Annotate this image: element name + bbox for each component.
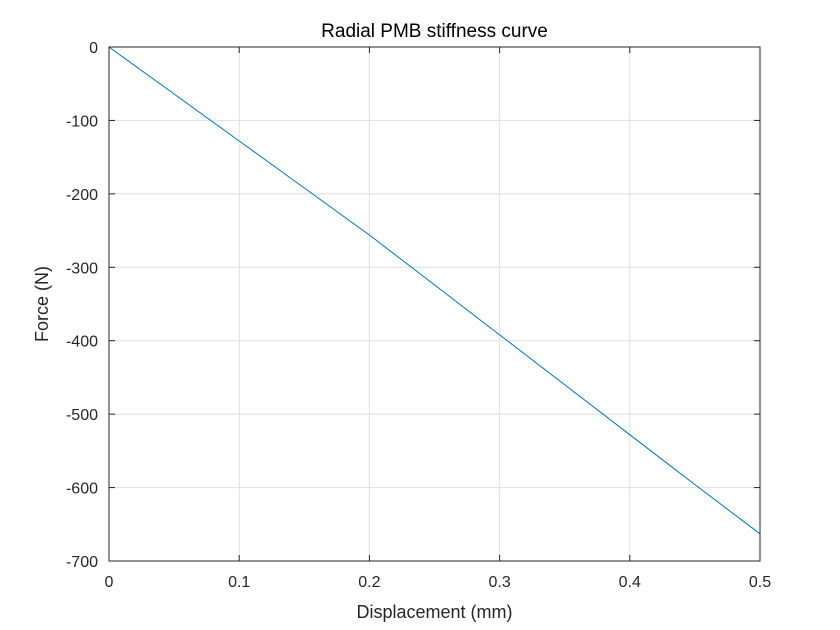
series-line-1: [108, 46, 761, 535]
y-tick-label: -200: [66, 187, 98, 204]
x-tick-label: 0.4: [619, 574, 641, 591]
x-tick-label: 0.2: [358, 574, 380, 591]
tick-labels: 0 0.1 0.2 0.3 0.4 0.5 0 -100 -200 -300 -400 -500 -60…: [66, 40, 771, 591]
chart-title: Radial PMB stiffness curve: [321, 21, 548, 42]
y-tick-label: -100: [66, 113, 98, 130]
y-tick-label: -600: [66, 481, 98, 498]
series-layer: [108, 46, 761, 535]
y-tick-label: -300: [66, 260, 98, 277]
y-tick-label: -700: [66, 554, 98, 571]
tick-marks: [108, 46, 761, 562]
y-tick-label: 0: [89, 40, 98, 57]
x-tick-label: 0: [105, 574, 114, 591]
axes-box: [108, 46, 761, 562]
y-tick-label: -500: [66, 407, 98, 424]
y-tick-label: -400: [66, 334, 98, 351]
x-tick-label: 0.1: [228, 574, 250, 591]
x-tick-label: 0.5: [749, 574, 771, 591]
x-tick-label: 0.3: [488, 574, 510, 591]
y-axis-label: Force (N): [32, 266, 52, 342]
plot-area: [109, 47, 760, 561]
x-axis-label: Displacement (mm): [356, 602, 512, 622]
